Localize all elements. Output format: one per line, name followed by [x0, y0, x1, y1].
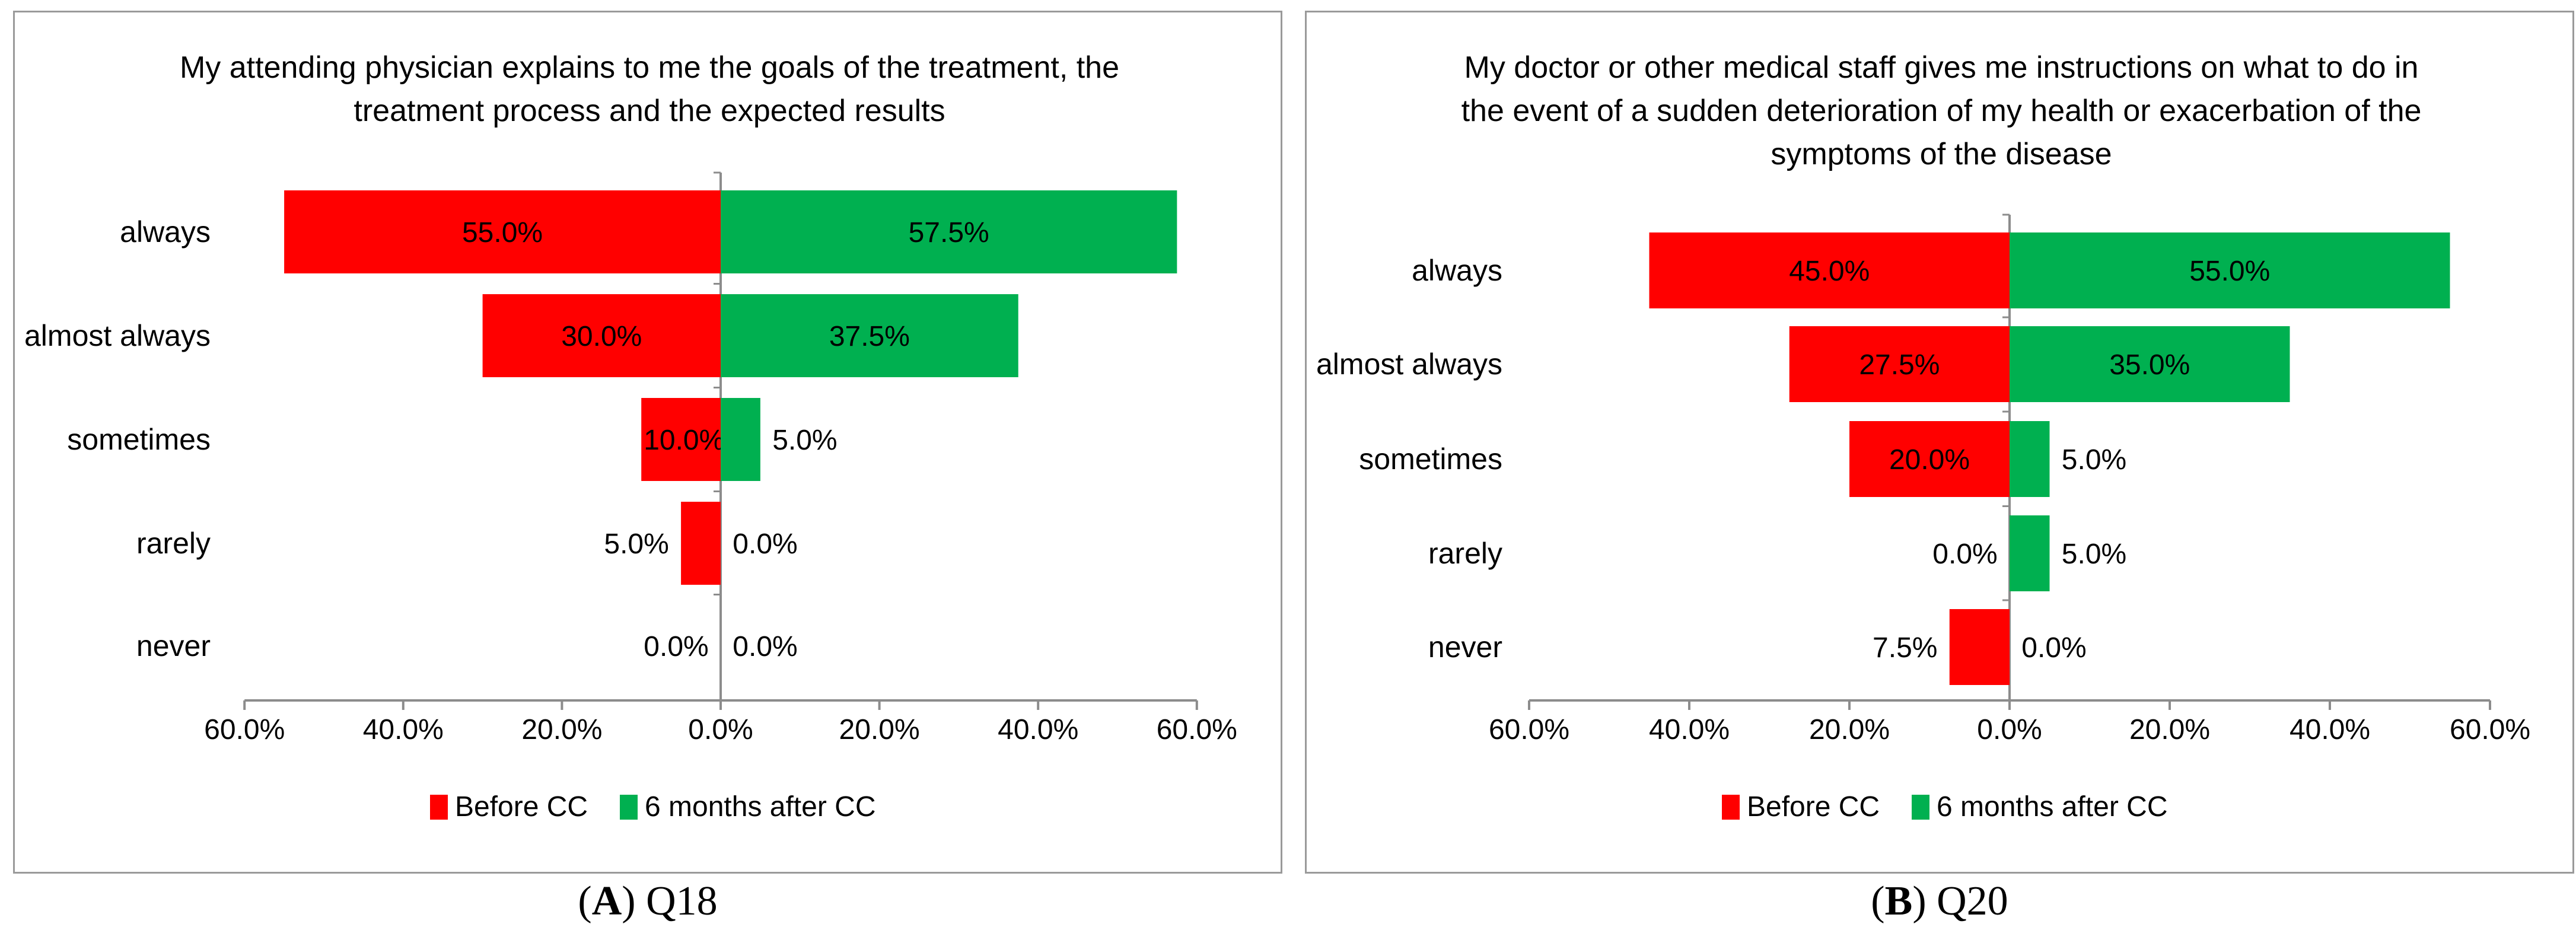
chart-a-svg: My attending physician explains to me th… [24, 50, 1237, 823]
chart-b-legend-label: Before CC [1747, 791, 1880, 823]
chart-a-data-label-after: 37.5% [829, 321, 910, 352]
chart-b-x-tick-label: 20.0% [2129, 714, 2210, 746]
chart-b-data-label-before: 20.0% [1889, 444, 1970, 476]
caption-b: (B) Q20 [1871, 878, 2008, 924]
chart-a-x-tick-label: 40.0% [998, 714, 1078, 746]
chart-a-data-label-before: 0.0% [644, 631, 708, 662]
chart-b-data-label-after: 55.0% [2189, 256, 2270, 287]
chart-a-legend-label: 6 months after CC [645, 791, 875, 823]
chart-b-bar-before [1949, 609, 2010, 685]
chart-a-data-label-after: 0.0% [733, 528, 797, 560]
chart-b-title-line: My doctor or other medical staff gives m… [1464, 50, 2419, 85]
caption-a-label: Q18 [646, 878, 718, 924]
chart-a-category-label: rarely [136, 527, 211, 560]
chart-a-bar-before [284, 190, 721, 273]
chart-b-bar-before [1789, 326, 2010, 402]
chart-a-legend-swatch [430, 795, 448, 820]
chart-b-x-tick-label: 40.0% [2290, 714, 2370, 746]
chart-a-legend-label: Before CC [455, 791, 588, 823]
chart-a-bar-after [721, 294, 1018, 377]
chart-a-x-tick-label: 20.0% [521, 714, 602, 746]
chart-a-category-label: never [136, 629, 211, 662]
chart-b-data-label-after: 0.0% [2021, 632, 2086, 664]
chart-a-data-label-after: 57.5% [909, 217, 989, 249]
chart-b-bar-after [2010, 421, 2050, 497]
chart-b-bar-after [2010, 515, 2050, 591]
chart-b-svg: My doctor or other medical staff gives m… [1316, 50, 2530, 823]
chart-b-data-label-before: 45.0% [1789, 256, 1870, 287]
chart-b-x-tick-label: 60.0% [1489, 714, 1569, 746]
chart-b-category-label: almost always [1316, 348, 1502, 381]
chart-b-category-label: sometimes [1359, 442, 1502, 476]
chart-b-x-tick-label: 0.0% [1977, 714, 2042, 746]
chart-b-category-label: rarely [1428, 537, 1502, 570]
chart-a-bar-before [482, 294, 721, 377]
chart-b-data-label-after: 35.0% [2109, 349, 2190, 381]
chart-b-bar-before [1649, 232, 2010, 308]
chart-a-data-label-after: 0.0% [733, 631, 797, 662]
caption-b-label: Q20 [1937, 878, 2008, 924]
chart-b-data-label-after: 5.0% [2062, 539, 2126, 570]
chart-a-data-label-before: 5.0% [604, 528, 668, 560]
chart-panel-b: My doctor or other medical staff gives m… [1305, 11, 2574, 874]
chart-a-category-label: almost always [24, 319, 211, 352]
chart-b-data-label-before: 27.5% [1859, 349, 1940, 381]
chart-b-data-label-before: 0.0% [1932, 539, 1997, 570]
chart-b-title-line: symptoms of the disease [1771, 137, 2112, 171]
chart-a-bar-after [721, 190, 1177, 273]
chart-a-bar-before [681, 502, 721, 585]
chart-a-x-tick-label: 60.0% [1157, 714, 1237, 746]
chart-b-bar-before [1849, 421, 2010, 497]
chart-b-data-label-before: 7.5% [1873, 632, 1937, 664]
chart-b-data-label-after: 5.0% [2062, 444, 2126, 476]
chart-b-category-label: always [1412, 254, 1502, 287]
chart-a-data-label-before: 10.0% [644, 425, 724, 456]
chart-b-category-label: never [1428, 630, 1502, 664]
chart-b-bar-after [2010, 232, 2450, 308]
chart-a-legend-swatch [620, 795, 638, 820]
chart-a-category-label: always [120, 215, 211, 249]
chart-b-bar-after [2010, 326, 2290, 402]
chart-a-data-label-before: 30.0% [561, 321, 642, 352]
chart-b-legend-label: 6 months after CC [1937, 791, 2167, 823]
chart-b-x-tick-label: 40.0% [1649, 714, 1730, 746]
chart-a-title-line: treatment process and the expected resul… [354, 94, 945, 128]
chart-a-data-label-before: 55.0% [462, 217, 543, 249]
chart-a-bar-before [641, 398, 721, 481]
chart-a-bar-after [721, 398, 760, 481]
chart-b-title-line: the event of a sudden deterioration of m… [1461, 94, 2422, 128]
caption-b-letter: B [1884, 878, 1913, 924]
chart-a-x-tick-label: 20.0% [839, 714, 920, 746]
chart-b-legend-swatch [1912, 795, 1929, 820]
chart-a-x-tick-label: 40.0% [363, 714, 444, 746]
chart-b-x-tick-label: 60.0% [2450, 714, 2530, 746]
chart-b-legend-swatch [1722, 795, 1740, 820]
chart-panel-a: My attending physician explains to me th… [13, 11, 1282, 874]
chart-a-x-tick-label: 60.0% [204, 714, 285, 746]
caption-a: (A) Q18 [578, 878, 718, 924]
chart-b-x-tick-label: 20.0% [1809, 714, 1890, 746]
chart-a-x-tick-label: 0.0% [688, 714, 753, 746]
chart-a-category-label: sometimes [67, 423, 211, 456]
caption-a-letter: A [591, 878, 622, 924]
chart-a-data-label-after: 5.0% [772, 425, 837, 456]
chart-a-title-line: My attending physician explains to me th… [180, 50, 1119, 85]
